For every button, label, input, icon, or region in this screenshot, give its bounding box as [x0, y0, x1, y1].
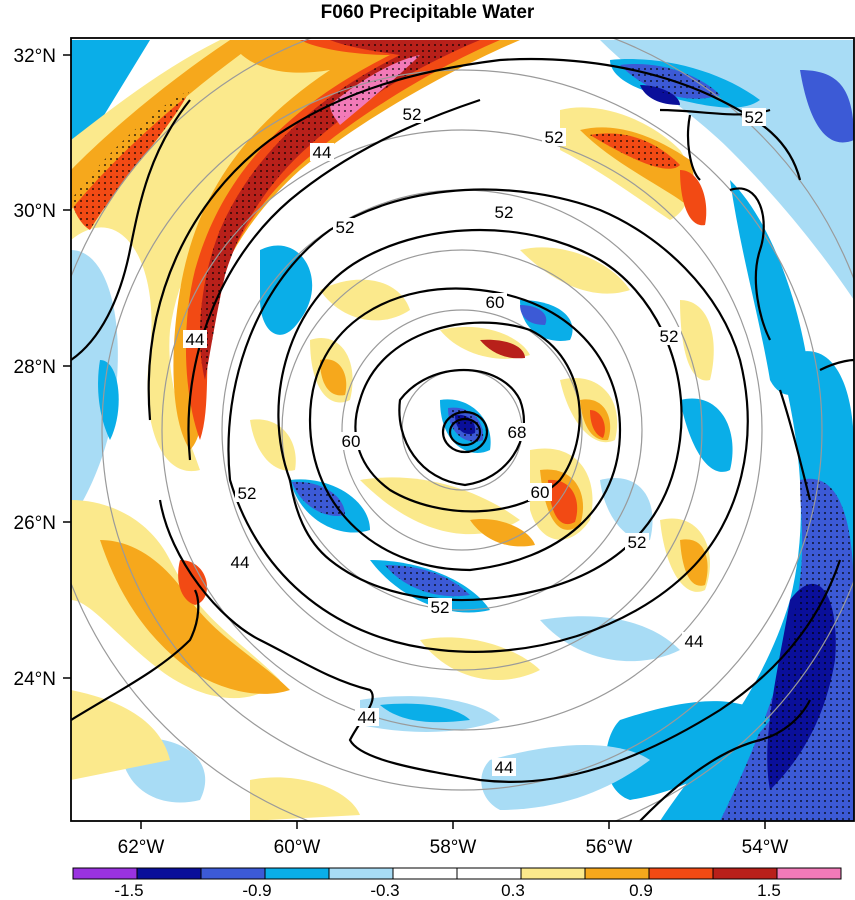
colorbar [72, 867, 842, 880]
svg-text:52: 52 [238, 484, 257, 503]
contour-label: 44 [682, 632, 706, 651]
contour-label: 52 [542, 128, 566, 147]
colorbar-label: -0.9 [242, 881, 271, 900]
lat-label: 26°N [14, 513, 56, 534]
colorbar-label: 1.5 [757, 881, 781, 900]
contour-label: 44 [228, 553, 252, 572]
colorbar-labels: -1.5 -0.9 -0.3 0.3 0.9 1.5 [114, 881, 780, 900]
contour-label: 60 [528, 483, 552, 502]
colorbar-swatch [520, 867, 586, 880]
svg-text:52: 52 [403, 105, 422, 124]
svg-text:44: 44 [685, 632, 704, 651]
contour-label: 60 [483, 293, 507, 312]
colorbar-swatch [328, 867, 394, 880]
map-title: F060 Precipitable Water [320, 2, 535, 23]
lon-label: 56°W [586, 837, 633, 858]
negative-anomaly-fill [71, 40, 854, 821]
contour-label: 52 [657, 327, 681, 346]
lat-label: 32°N [14, 46, 56, 67]
svg-text:52: 52 [336, 218, 355, 237]
contour-label: 68 [505, 423, 529, 442]
contour-label: 52 [742, 108, 766, 127]
latitude-axis: 32°N 30°N 28°N 26°N 24°N [14, 46, 71, 690]
svg-text:52: 52 [628, 533, 647, 552]
svg-text:68: 68 [508, 423, 527, 442]
colorbar-swatch [200, 867, 266, 880]
colorbar-swatch [264, 867, 330, 880]
contour-label: 52 [235, 484, 259, 503]
lat-label: 30°N [14, 201, 56, 222]
lon-label: 62°W [118, 837, 165, 858]
svg-text:52: 52 [431, 598, 450, 617]
lon-label: 54°W [742, 837, 789, 858]
lat-label: 24°N [14, 669, 56, 690]
colorbar-label: 0.3 [501, 881, 525, 900]
svg-text:44: 44 [313, 143, 332, 162]
positive-anomaly-fill [71, 40, 714, 821]
svg-text:44: 44 [231, 553, 250, 572]
svg-text:52: 52 [660, 327, 679, 346]
lon-label: 58°W [430, 837, 477, 858]
precipitable-water-contours [71, 57, 854, 821]
colorbar-swatch [392, 867, 458, 880]
svg-text:60: 60 [486, 293, 505, 312]
svg-text:44: 44 [495, 758, 514, 777]
svg-text:52: 52 [745, 108, 764, 127]
svg-text:52: 52 [545, 128, 564, 147]
contour-label: 60 [339, 432, 363, 451]
contour-label: 52 [625, 533, 649, 552]
contour-label: 44 [183, 330, 207, 349]
svg-text:44: 44 [186, 330, 205, 349]
svg-text:44: 44 [358, 708, 377, 727]
colorbar-swatch [136, 867, 202, 880]
colorbar-swatch [456, 867, 522, 880]
contour-label: 44 [492, 758, 516, 777]
colorbar-label: 0.9 [629, 881, 653, 900]
contour-label: 52 [333, 218, 357, 237]
contour-label: 52 [428, 598, 452, 617]
lat-label: 28°N [14, 357, 56, 378]
colorbar-swatch [584, 867, 650, 880]
colorbar-swatch [648, 867, 714, 880]
svg-text:52: 52 [495, 203, 514, 222]
contour-label: 44 [310, 143, 334, 162]
colorbar-label: -1.5 [114, 881, 143, 900]
plot-area: 52 44 52 52 44 52 60 60 68 60 52 52 44 5… [71, 38, 854, 821]
colorbar-label: -0.3 [370, 881, 399, 900]
svg-text:60: 60 [531, 483, 550, 502]
lon-label: 60°W [274, 837, 321, 858]
colorbar-swatch [776, 867, 842, 880]
longitude-axis: 62°W 60°W 58°W 56°W 54°W [118, 821, 789, 858]
contour-label: 44 [355, 708, 379, 727]
colorbar-swatch [712, 867, 778, 880]
colorbar-swatch [72, 867, 138, 880]
map-frame [70, 37, 855, 822]
contour-labels: 52 44 52 52 44 52 60 60 68 60 52 52 44 5… [183, 105, 766, 777]
svg-text:60: 60 [342, 432, 361, 451]
contour-label: 52 [400, 105, 424, 124]
contour-label: 52 [492, 203, 516, 222]
